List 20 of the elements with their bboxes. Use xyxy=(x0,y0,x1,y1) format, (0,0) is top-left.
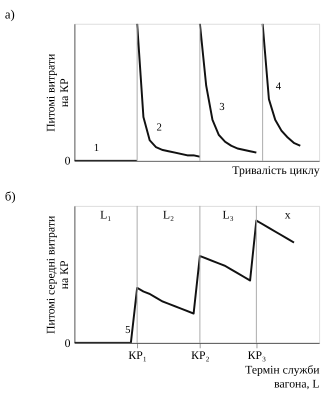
annotation: L₃ xyxy=(222,208,234,222)
series-label: 2 xyxy=(156,121,162,134)
chart-title: а) xyxy=(4,7,15,22)
text: 0 xyxy=(64,154,71,168)
series-label: 3 xyxy=(219,100,225,113)
series-label: 4 xyxy=(276,80,282,92)
x-tick-label: КР₃ xyxy=(248,349,266,362)
annotation: x xyxy=(284,208,291,222)
x-axis-title: Тривалість циклу xyxy=(232,164,320,178)
series-label: 5 xyxy=(125,324,131,336)
text: 0 xyxy=(64,336,71,350)
x-tick-label: КР₂ xyxy=(191,349,210,362)
x-axis-title: Термін служби вагона, L xyxy=(245,364,320,390)
series-label: 1 xyxy=(94,142,100,154)
y-axis-title: Питомі середні витрати на КР xyxy=(44,216,72,334)
annotation: L₁ xyxy=(100,208,112,222)
annotation: L₂ xyxy=(162,208,174,222)
x-tick-label: КР₁ xyxy=(128,349,147,362)
y-axis-title: Питомі витрати на КР xyxy=(44,54,72,132)
chart-title: б) xyxy=(4,189,16,204)
